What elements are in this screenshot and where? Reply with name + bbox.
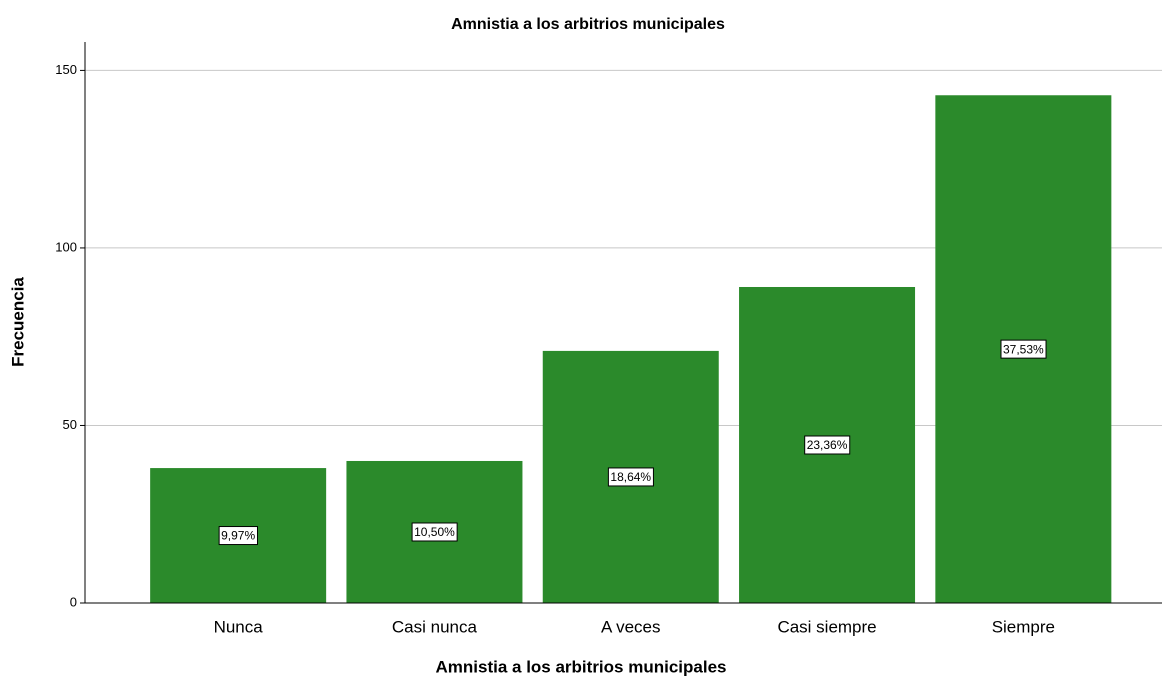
- y-tick-label: 0: [70, 594, 77, 609]
- x-axis-title: Amnistia a los arbitrios municipales: [436, 657, 727, 676]
- percent-label: 37,53%: [1003, 342, 1044, 356]
- percent-label-box: [411, 522, 458, 542]
- y-axis-title: Frecuencia: [8, 277, 27, 367]
- percent-label-box: [218, 526, 258, 546]
- percent-label: 18,64%: [610, 470, 651, 484]
- x-tick-label: A veces: [601, 617, 661, 636]
- y-tick-label: 100: [55, 239, 77, 254]
- percent-label-box: [607, 467, 654, 487]
- chart-title: Amnistia a los arbitrios municipales: [451, 16, 725, 33]
- x-tick-label: Siempre: [992, 617, 1055, 636]
- percent-label-box: [804, 435, 851, 455]
- percent-label: 23,36%: [807, 438, 848, 452]
- y-tick-label: 50: [63, 417, 77, 432]
- percent-label: 9,97%: [221, 529, 255, 543]
- percent-label: 10,50%: [414, 525, 455, 539]
- x-tick-label: Casi nunca: [392, 617, 478, 636]
- x-tick-label: Casi siempre: [777, 617, 876, 636]
- percent-label-box: [1000, 339, 1047, 359]
- y-tick-label: 150: [55, 62, 77, 77]
- x-tick-label: Nunca: [214, 617, 264, 636]
